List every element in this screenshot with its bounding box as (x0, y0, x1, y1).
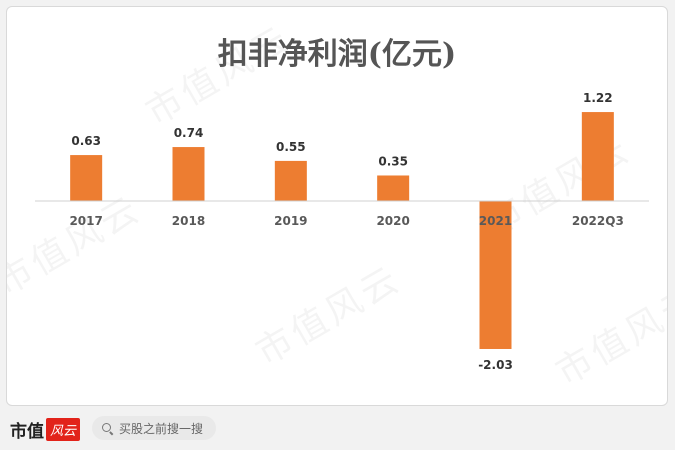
search-box[interactable]: 买股之前搜一搜 (92, 416, 216, 440)
bar-2019 (274, 160, 307, 201)
category-label: 2021 (479, 214, 512, 228)
bar-2017 (70, 155, 103, 201)
value-label: 0.63 (71, 134, 101, 148)
category-label: 2022Q3 (572, 214, 624, 228)
value-label: 1.22 (583, 91, 613, 105)
category-label: 2018 (172, 214, 205, 228)
chart-title: 扣非净利润(亿元) (217, 37, 457, 72)
value-label: 0.74 (174, 126, 204, 140)
value-label: 0.35 (378, 154, 408, 168)
bar-chart: 0.63 2017 0.74 2018 0.55 2019 0.35 2020 -2.03 202… (35, 91, 649, 372)
search-placeholder: 买股之前搜一搜 (119, 421, 204, 436)
bar-2021 (479, 201, 512, 349)
bar-2022q3 (581, 112, 614, 201)
footer: 市值 风云 买股之前搜一搜 (10, 414, 670, 444)
search-icon (102, 422, 113, 434)
logo-text: 市值 (10, 421, 44, 442)
logo: 市值 风云 (10, 416, 81, 442)
category-label: 2019 (274, 214, 307, 228)
logo-badge: 风云 (46, 417, 81, 441)
bar-2018 (172, 147, 205, 201)
value-label: 0.55 (276, 140, 306, 154)
value-label: -2.03 (478, 358, 513, 372)
bar-2020 (377, 175, 410, 201)
category-label: 2017 (69, 214, 102, 228)
category-label: 2020 (376, 214, 409, 228)
